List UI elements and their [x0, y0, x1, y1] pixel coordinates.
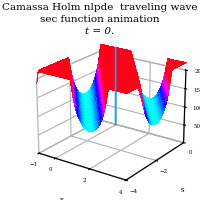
Text: Camassa Holm nlpde  traveling wave: Camassa Holm nlpde traveling wave — [2, 3, 198, 12]
Text: t = 0.: t = 0. — [85, 27, 115, 36]
Text: sec function animation: sec function animation — [40, 15, 160, 24]
Y-axis label: s: s — [181, 186, 184, 194]
X-axis label: x: x — [60, 196, 64, 200]
